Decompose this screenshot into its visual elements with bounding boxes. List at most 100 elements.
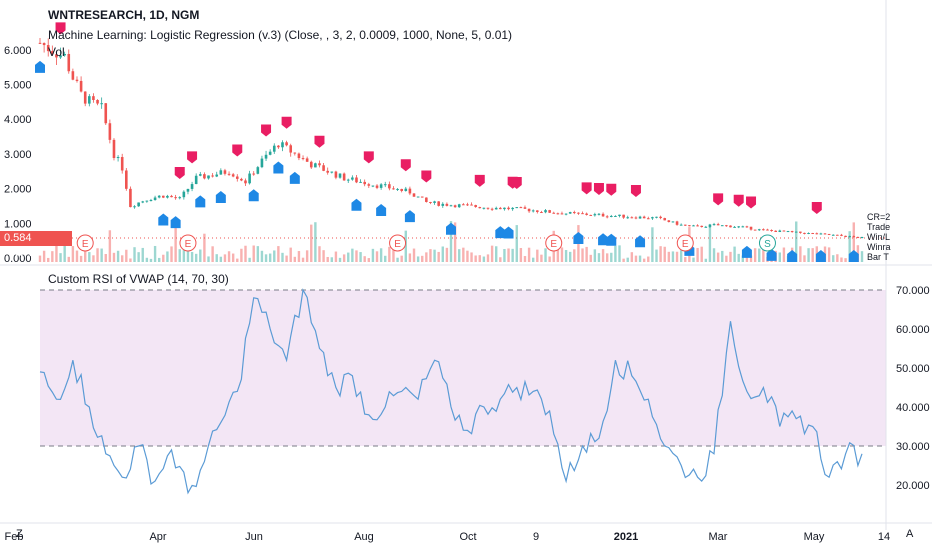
rsi-tick-label: 40.000 — [896, 402, 930, 414]
volume-bar — [844, 258, 847, 262]
buy-signal-marker — [195, 195, 206, 208]
candle-body — [392, 188, 395, 190]
candle-body — [556, 213, 560, 215]
candle-body — [137, 202, 140, 207]
volume-bar — [667, 251, 671, 262]
candle-body — [503, 207, 506, 210]
sell-signal-marker — [511, 176, 522, 189]
candle-body — [342, 173, 346, 181]
candle-body — [683, 224, 687, 226]
volume-bar — [684, 257, 687, 262]
candle-body — [120, 157, 124, 171]
buy-signal-marker — [787, 250, 798, 262]
candle-body — [679, 224, 683, 226]
candle-body — [75, 79, 79, 81]
volume-bar — [318, 246, 321, 262]
volume-bar — [334, 251, 338, 262]
candle-body — [92, 96, 95, 100]
candle-body — [166, 195, 169, 198]
candle-body — [301, 158, 305, 160]
zoom-icon[interactable]: Z — [16, 528, 23, 540]
candle-body — [577, 212, 580, 214]
volume-bar — [737, 253, 740, 262]
volume-bar — [194, 253, 198, 262]
candle-body — [720, 225, 724, 227]
candle-body — [293, 152, 297, 154]
candle-body — [585, 213, 588, 215]
volume-bar — [778, 252, 781, 262]
candle-body — [219, 170, 223, 175]
volume-bar — [301, 257, 305, 262]
volume-bar — [256, 246, 260, 262]
volume-bar — [219, 256, 223, 262]
candle-body — [223, 170, 227, 174]
buy-signal-marker — [635, 235, 646, 248]
candle-body — [248, 173, 251, 184]
candlestick-series — [38, 38, 864, 239]
volume-bar — [704, 258, 708, 262]
volume-bar — [42, 250, 46, 262]
sell-signal-marker — [593, 183, 604, 196]
volume-bar — [338, 257, 342, 262]
buy-signal-marker — [215, 190, 226, 203]
candle-body — [231, 174, 235, 177]
volume-bar — [762, 245, 765, 262]
volume-bar — [729, 251, 732, 262]
candle-body — [840, 234, 843, 236]
time-tick-label: Mar — [709, 531, 728, 543]
buy-signal-marker — [248, 189, 259, 202]
candle-body — [457, 204, 461, 208]
volume-bar — [741, 255, 745, 262]
price-tick-label: 1.000 — [4, 218, 32, 230]
candle-body — [145, 200, 149, 202]
candle-body — [605, 216, 609, 218]
sell-signal-marker — [400, 159, 411, 172]
candle-body — [844, 235, 847, 237]
candle-body — [198, 174, 202, 176]
candle-body — [157, 195, 161, 198]
candle-body — [753, 229, 757, 231]
candle-body — [412, 193, 416, 197]
candle-body — [100, 103, 103, 105]
volume-bar — [404, 230, 407, 262]
volume-bar — [605, 253, 609, 262]
candle-body — [852, 236, 856, 238]
candle-body — [725, 225, 728, 227]
buy-signal-marker — [404, 210, 415, 223]
candle-body — [757, 229, 761, 231]
candle-body — [174, 197, 177, 199]
time-tick-label: Feb — [5, 531, 24, 543]
volume-bar — [59, 253, 62, 262]
candle-body — [433, 201, 436, 203]
volume-bar — [63, 245, 66, 262]
volume-bar — [716, 252, 720, 262]
auto-scale-icon[interactable]: A — [906, 528, 914, 540]
candle-body — [178, 197, 182, 199]
volume-bar — [511, 248, 514, 262]
rsi-title[interactable]: Custom RSI of VWAP (14, 70, 30) — [48, 272, 229, 286]
candle-body — [762, 229, 765, 231]
rsi-tick-label: 30.000 — [896, 441, 930, 453]
volume-bar — [293, 256, 297, 262]
buy-signal-marker — [598, 233, 609, 246]
volume-bar — [355, 250, 358, 262]
volume-bar — [108, 230, 112, 262]
volume-bar — [581, 248, 584, 262]
candle-body — [823, 233, 827, 235]
volume-bar — [231, 253, 235, 262]
volume-bar — [199, 249, 202, 262]
candle-body — [170, 195, 173, 198]
candle-body — [770, 229, 773, 231]
indicator-legend[interactable]: Machine Learning: Logistic Regression (v… — [48, 28, 513, 42]
volume-bar — [519, 247, 523, 262]
volume-bar — [433, 249, 436, 262]
volume-bar — [425, 252, 428, 262]
sell-signal-marker — [811, 201, 822, 214]
candle-body — [663, 218, 667, 221]
volume-bar — [268, 253, 272, 262]
time-tick-label: 14 — [878, 531, 890, 543]
volume-bar — [47, 257, 50, 262]
volume-legend[interactable]: Vol — [48, 45, 65, 59]
candle-body — [371, 185, 375, 187]
